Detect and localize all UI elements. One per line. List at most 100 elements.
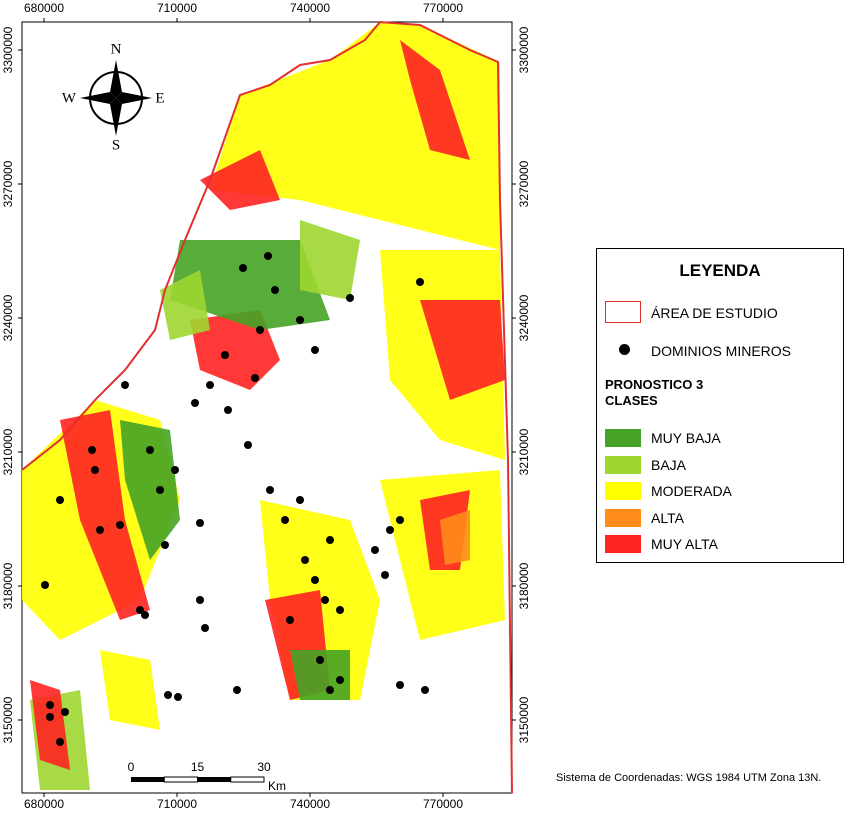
class-label: MODERADA — [651, 483, 732, 499]
compass-w: W — [62, 90, 77, 106]
mining-site — [251, 374, 259, 382]
mining-site — [196, 596, 204, 604]
class-patch — [60, 410, 150, 620]
class-patch — [400, 40, 470, 160]
y-tick-label: 3240000 — [1, 294, 15, 341]
mining-site — [136, 606, 144, 614]
mining-site — [326, 536, 334, 544]
legend-label: DOMINIOS MINEROS — [651, 343, 792, 359]
class-patch — [100, 650, 160, 730]
class-swatch — [605, 508, 641, 527]
mining-site — [371, 546, 379, 554]
class-patch — [200, 150, 280, 210]
class-patch — [300, 220, 360, 300]
section-title: PRONOSTICO 3 CLASES — [605, 377, 704, 408]
class-swatch — [605, 455, 641, 474]
y-tick-label: 3180000 — [517, 562, 531, 609]
legend-label: ÁREA DE ESTUDIO — [651, 305, 778, 321]
scale-label: 15 — [191, 760, 205, 774]
mining-site — [396, 516, 404, 524]
mining-site — [121, 381, 129, 389]
mining-site — [301, 556, 309, 564]
mining-site — [171, 466, 179, 474]
mining-site — [224, 406, 232, 414]
mining-site — [61, 708, 69, 716]
note: Sistema de Coordenadas: WGS 1984 UTM Zon… — [556, 772, 821, 784]
mining-site — [336, 606, 344, 614]
compass: N S E W — [62, 41, 165, 153]
mining-site — [156, 486, 164, 494]
mining-site — [161, 541, 169, 549]
y-tick-label: 3300000 — [517, 26, 531, 73]
mining-site — [146, 446, 154, 454]
scale-label: 30 — [257, 760, 271, 774]
y-tick-label: 3180000 — [1, 562, 15, 609]
compass-n: N — [111, 41, 122, 57]
mining-site — [41, 581, 49, 589]
mining-site — [96, 526, 104, 534]
mining-site — [239, 264, 247, 272]
mining-site — [174, 693, 182, 701]
class-patch — [170, 240, 330, 330]
mining-site — [296, 496, 304, 504]
compass-s: S — [112, 137, 120, 153]
study-area-outline — [21, 20, 513, 794]
class-label: ALTA — [651, 509, 684, 526]
mining-site — [336, 676, 344, 684]
scale-segment — [131, 777, 165, 782]
mining-site — [141, 611, 149, 619]
mining-sites — [41, 252, 429, 746]
mining-site — [221, 351, 229, 359]
mining-site — [416, 278, 424, 286]
y-tick-label: 3150000 — [1, 696, 15, 743]
class-label: MUY BAJA — [651, 430, 721, 446]
mining-site — [386, 526, 394, 534]
mining-site — [286, 616, 294, 624]
mining-site — [271, 286, 279, 294]
mining-site — [201, 624, 209, 632]
class-swatch — [605, 429, 641, 447]
mining-site — [264, 252, 272, 260]
mining-site — [91, 466, 99, 474]
mining-site — [46, 713, 54, 721]
mining-site — [46, 701, 54, 709]
mining-site — [296, 316, 304, 324]
compass-e: E — [155, 90, 164, 106]
mining-site — [346, 294, 354, 302]
class-label: MUY ALTA — [651, 536, 718, 552]
x-tick-label: 680000 — [24, 1, 64, 15]
x-tick-label: 710000 — [157, 797, 197, 811]
class-patch — [160, 270, 210, 340]
legend-title: LEYENDA — [679, 261, 761, 280]
x-tick-label: 740000 — [290, 797, 330, 811]
x-tick-label: 740000 — [290, 1, 330, 15]
mining-site — [244, 441, 252, 449]
mining-site — [421, 686, 429, 694]
mining-site — [326, 686, 334, 694]
mining-site — [321, 596, 329, 604]
mining-site — [266, 486, 274, 494]
mining-site — [256, 326, 264, 334]
mining-site — [311, 576, 319, 584]
class-label: BAJA — [651, 456, 687, 473]
class-patch — [30, 680, 70, 770]
y-tick-label: 3270000 — [517, 160, 531, 207]
area-swatch — [605, 301, 641, 323]
x-tick-label: 680000 — [24, 797, 64, 811]
mining-site — [233, 686, 241, 694]
scale-label: 0 — [128, 760, 135, 774]
x-tick-label: 770000 — [423, 797, 463, 811]
mining-site — [88, 446, 96, 454]
mining-site — [206, 381, 214, 389]
y-tick-label: 3210000 — [1, 428, 15, 475]
mining-site — [311, 346, 319, 354]
class-swatch — [605, 482, 641, 500]
x-tick-label: 710000 — [157, 1, 197, 15]
y-tick-label: 3210000 — [517, 428, 531, 475]
y-tick-label: 3150000 — [517, 696, 531, 743]
mining-site — [56, 738, 64, 746]
mining-site — [381, 571, 389, 579]
mining-site — [281, 516, 289, 524]
